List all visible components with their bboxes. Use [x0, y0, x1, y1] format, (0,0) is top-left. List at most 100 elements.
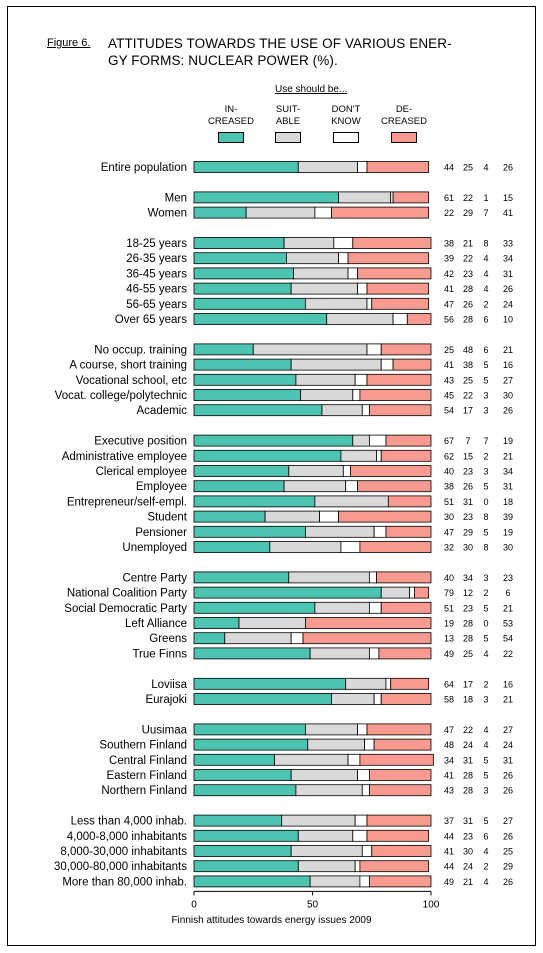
x-tick-label: 0 [191, 899, 197, 910]
data-label-dont-know: 5 [483, 360, 488, 370]
category-label: Administrative employee [62, 451, 187, 463]
bar-segment-increased-women [193, 206, 247, 219]
data-label-decreased: 18 [503, 497, 513, 507]
bar-segment-decreased-clerical-employee [350, 465, 432, 477]
bar-segment-decreased-36-45-years [357, 267, 432, 280]
data-label-decreased: 31 [503, 482, 513, 492]
category-label: Social Democratic Party [64, 603, 187, 615]
data-label-suitable: 23 [463, 831, 473, 841]
category-label: Less than 4,000 inhab. [71, 816, 187, 828]
bar-segment-dont-know-student [319, 510, 339, 523]
data-label-suitable: 28 [463, 284, 473, 294]
bar-segment-increased-18-25-years [193, 237, 285, 249]
bar-segment-dont-know-vocational-school-etc [354, 373, 368, 386]
bar-segment-increased-30-000-80-000-inhabitants [193, 860, 299, 873]
bar-segment-suitable-entire-population [297, 161, 358, 173]
legend-item-suitable: SUIT- ABLE [253, 104, 323, 143]
bar-segment-decreased-northern-finland [368, 784, 432, 797]
bar-segment-suitable-women [245, 206, 316, 219]
category-label: No occup. training [94, 344, 187, 356]
data-label-suitable: 28 [463, 771, 473, 781]
bar-segment-dont-know-56-65-years [366, 297, 373, 310]
bar-segment-decreased-greens [302, 632, 432, 645]
legend-swatch-suitable [275, 132, 301, 143]
bar-segment-dont-know-unemployed [340, 541, 361, 553]
data-label-suitable: 22 [463, 193, 473, 203]
data-label-decreased: 54 [503, 634, 513, 644]
bar-segment-dont-know-northern-finland [361, 784, 370, 797]
data-label-dont-know: 3 [483, 391, 488, 401]
data-label-increased: 32 [444, 543, 454, 553]
data-label-dont-know: 8 [483, 239, 488, 249]
data-label-suitable: 26 [463, 482, 473, 492]
bar-segment-suitable-eurajoki [331, 693, 375, 705]
bar-segment-decreased-eurajoki [380, 693, 432, 705]
data-label-dont-know: 4 [483, 284, 488, 294]
data-label-dont-know: 4 [483, 649, 488, 659]
data-label-suitable: 25 [463, 649, 473, 659]
category-label: Men [165, 192, 187, 204]
data-label-suitable: 22 [463, 254, 473, 264]
category-label: 36-45 years [126, 268, 187, 280]
bar-segment-suitable-southern-finland [307, 738, 366, 751]
bar-segment-dont-know-academic [361, 404, 370, 417]
data-label-increased: 25 [444, 345, 454, 355]
bar-segment-suitable-employee [283, 480, 347, 493]
bar-segment-increased-men [193, 191, 339, 204]
data-label-decreased: 29 [503, 862, 513, 872]
bar-segment-dont-know-national-coalition-party [409, 586, 415, 599]
data-label-suitable: 28 [463, 634, 473, 644]
bar-segment-dont-know-8-000-30-000-inhabitants [361, 845, 373, 857]
category-label: 8,000-30,000 inhabitants [60, 846, 187, 858]
data-label-suitable: 30 [463, 543, 473, 553]
data-label-dont-know: 3 [483, 573, 488, 583]
data-label-decreased: 30 [503, 543, 513, 553]
bar-segment-suitable-4-000-8-000-inhabitants [297, 829, 354, 842]
data-label-decreased: 21 [503, 695, 513, 705]
data-label-dont-know: 6 [483, 345, 488, 355]
legend-label-line-1: SUIT- [275, 104, 301, 115]
category-label: Unemployed [122, 542, 187, 554]
bar-segment-decreased-student [338, 510, 432, 523]
data-label-increased: 41 [444, 284, 454, 294]
x-tick-label: 50 [307, 899, 319, 910]
data-label-suitable: 26 [463, 299, 473, 309]
bar-segment-decreased-eastern-finland [368, 769, 432, 781]
bar-segment-increased-entire-population [193, 161, 299, 173]
data-label-suitable: 7 [465, 436, 470, 446]
bar-segment-decreased-central-finland [359, 753, 434, 766]
category-label: Loviisa [151, 679, 187, 691]
data-label-dont-know: 6 [483, 831, 488, 841]
data-label-dont-know: 5 [483, 816, 488, 826]
data-label-dont-know: 2 [483, 451, 488, 461]
bar-segment-decreased-employee [357, 480, 432, 493]
bar-segment-dont-know-loviisa [385, 677, 392, 690]
chart-footer: Finnish attitudes towards energy issues … [171, 915, 372, 926]
category-label: 56-65 years [126, 299, 187, 311]
data-label-decreased: 41 [503, 208, 513, 218]
data-label-dont-know: 4 [483, 725, 488, 735]
bar-segment-decreased-entire-population [366, 161, 430, 173]
bar-segment-increased-clerical-employee [193, 465, 290, 477]
data-label-dont-know: 2 [483, 588, 488, 598]
x-tick-label: 100 [423, 899, 440, 910]
bar-segment-dont-know-pensioner [373, 525, 387, 538]
bar-segment-decreased-centre-party [376, 571, 432, 584]
data-label-decreased: 25 [503, 847, 513, 857]
category-label: Southern Finland [99, 740, 187, 752]
category-label: 4,000-8,000 inhabitants [67, 831, 187, 843]
category-label: Central Finland [109, 755, 187, 767]
category-label: Northern Finland [101, 785, 187, 797]
data-label-increased: 37 [444, 816, 454, 826]
data-label-increased: 67 [444, 436, 454, 446]
data-label-increased: 19 [444, 619, 454, 629]
data-label-increased: 64 [444, 679, 454, 689]
category-label: Uusimaa [142, 724, 188, 736]
data-label-increased: 43 [444, 375, 454, 385]
data-label-decreased: 26 [503, 786, 513, 796]
data-label-increased: 47 [444, 725, 454, 735]
data-label-dont-know: 4 [483, 877, 488, 887]
bar-segment-decreased-a-course-short-training [392, 358, 432, 371]
bar-segment-suitable-student [264, 510, 321, 523]
data-label-decreased: 26 [503, 163, 513, 173]
